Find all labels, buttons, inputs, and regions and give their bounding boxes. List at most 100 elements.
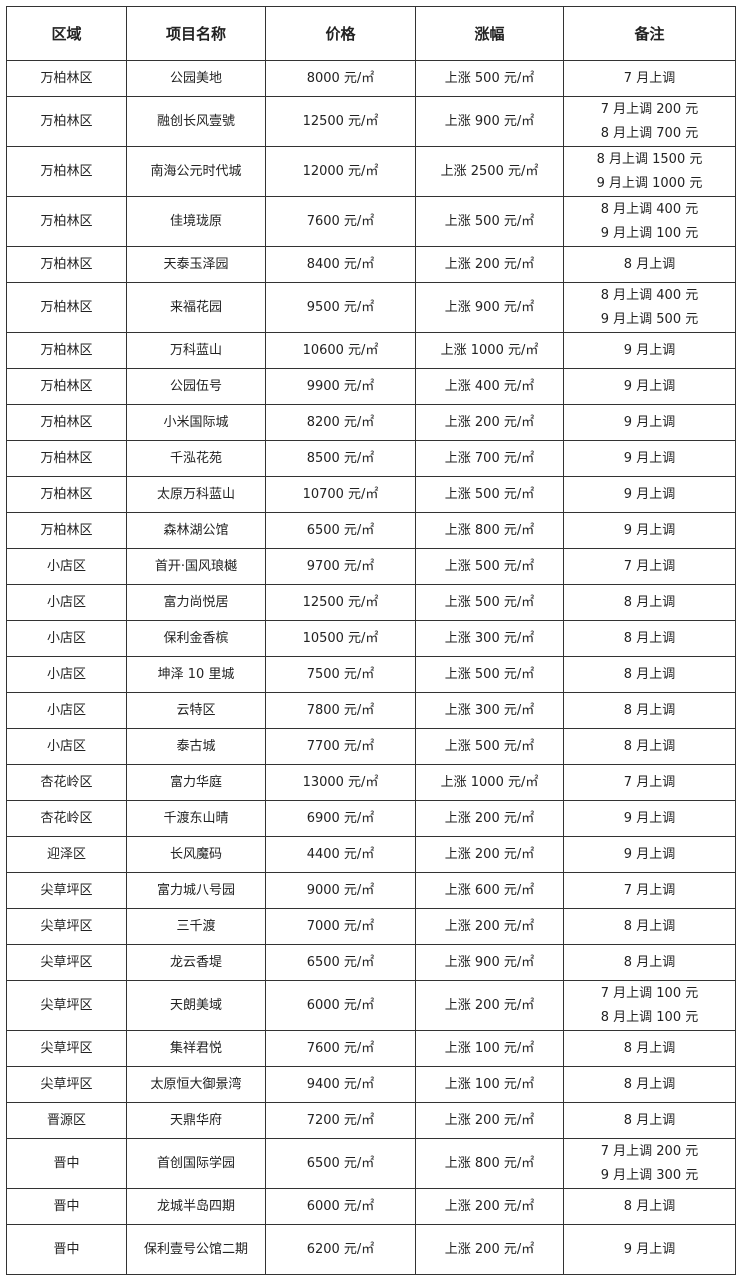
- cell-district: 杏花岭区: [6, 800, 127, 837]
- note-line: 7 月上调: [623, 774, 676, 790]
- cell-increase: 上涨 200 元/㎡: [415, 1188, 564, 1225]
- cell-price: 8200 元/㎡: [265, 404, 416, 441]
- cell-price: 6000 元/㎡: [265, 1188, 416, 1225]
- cell-project: 天朗美域: [126, 980, 266, 1031]
- table-row: 小店区 坤泽 10 里城 7500 元/㎡ 上涨 500 元/㎡ 8 月上调: [6, 656, 736, 693]
- cell-project: 小米国际城: [126, 404, 266, 441]
- table-row: 晋中 龙城半岛四期 6000 元/㎡ 上涨 200 元/㎡ 8 月上调: [6, 1188, 736, 1225]
- cell-district: 万柏林区: [6, 196, 127, 247]
- note-line: 8 月上调: [623, 954, 676, 970]
- cell-increase: 上涨 200 元/㎡: [415, 1102, 564, 1139]
- cell-increase: 上涨 500 元/㎡: [415, 656, 564, 693]
- cell-increase: 上涨 500 元/㎡: [415, 476, 564, 513]
- cell-notes: 9 月上调: [563, 836, 736, 873]
- cell-increase: 上涨 200 元/㎡: [415, 980, 564, 1031]
- table-row: 小店区 泰古城 7700 元/㎡ 上涨 500 元/㎡ 8 月上调: [6, 728, 736, 765]
- table-row: 尖草坪区 三千渡 7000 元/㎡ 上涨 200 元/㎡ 8 月上调: [6, 908, 736, 945]
- table-row: 杏花岭区 千渡东山晴 6900 元/㎡ 上涨 200 元/㎡ 9 月上调: [6, 800, 736, 837]
- cell-price: 10600 元/㎡: [265, 332, 416, 369]
- cell-project: 富力华庭: [126, 764, 266, 801]
- header-price: 价格: [265, 6, 416, 61]
- note-line: 9 月上调 300 元: [600, 1167, 699, 1183]
- cell-district: 万柏林区: [6, 440, 127, 477]
- cell-notes: 8 月上调: [563, 1066, 736, 1103]
- cell-price: 8500 元/㎡: [265, 440, 416, 477]
- cell-district: 尖草坪区: [6, 908, 127, 945]
- cell-notes: 8 月上调: [563, 692, 736, 729]
- note-line: 7 月上调: [623, 558, 676, 574]
- cell-price: 7700 元/㎡: [265, 728, 416, 765]
- cell-price: 9500 元/㎡: [265, 282, 416, 333]
- cell-price: 9400 元/㎡: [265, 1066, 416, 1103]
- table-row: 小店区 保利金香槟 10500 元/㎡ 上涨 300 元/㎡ 8 月上调: [6, 620, 736, 657]
- cell-project: 天鼎华府: [126, 1102, 266, 1139]
- note-line: 8 月上调: [623, 1198, 676, 1214]
- cell-notes: 7 月上调: [563, 764, 736, 801]
- note-line: 8 月上调: [623, 1040, 676, 1056]
- note-line: 9 月上调: [623, 342, 676, 358]
- note-line: 9 月上调: [623, 450, 676, 466]
- table-row: 小店区 云特区 7800 元/㎡ 上涨 300 元/㎡ 8 月上调: [6, 692, 736, 729]
- cell-notes: 9 月上调: [563, 800, 736, 837]
- table-row: 万柏林区 千泓花苑 8500 元/㎡ 上涨 700 元/㎡ 9 月上调: [6, 440, 736, 477]
- note-line: 8 月上调: [623, 702, 676, 718]
- note-line: 9 月上调: [623, 486, 676, 502]
- cell-district: 小店区: [6, 692, 127, 729]
- cell-price: 13000 元/㎡: [265, 764, 416, 801]
- note-line: 8 月上调: [623, 1112, 676, 1128]
- cell-price: 9000 元/㎡: [265, 872, 416, 909]
- cell-district: 万柏林区: [6, 60, 127, 97]
- cell-increase: 上涨 200 元/㎡: [415, 800, 564, 837]
- cell-price: 8400 元/㎡: [265, 246, 416, 283]
- cell-project: 首开·国风琅樾: [126, 548, 266, 585]
- cell-project: 来福花园: [126, 282, 266, 333]
- cell-notes: 7 月上调 100 元 8 月上调 100 元: [563, 980, 736, 1031]
- cell-increase: 上涨 1000 元/㎡: [415, 332, 564, 369]
- cell-project: 天泰玉泽园: [126, 246, 266, 283]
- table-row: 晋中 首创国际学园 6500 元/㎡ 上涨 800 元/㎡ 7 月上调 200 元 9 月…: [6, 1138, 736, 1189]
- cell-price: 8000 元/㎡: [265, 60, 416, 97]
- cell-notes: 7 月上调: [563, 872, 736, 909]
- note-line: 8 月上调: [623, 594, 676, 610]
- cell-project: 融创长风壹號: [126, 96, 266, 147]
- cell-district: 小店区: [6, 548, 127, 585]
- cell-increase: 上涨 600 元/㎡: [415, 872, 564, 909]
- cell-project: 太原恒大御景湾: [126, 1066, 266, 1103]
- cell-district: 杏花岭区: [6, 764, 127, 801]
- cell-increase: 上涨 900 元/㎡: [415, 96, 564, 147]
- cell-increase: 上涨 100 元/㎡: [415, 1066, 564, 1103]
- table-row: 尖草坪区 龙云香堤 6500 元/㎡ 上涨 900 元/㎡ 8 月上调: [6, 944, 736, 981]
- cell-increase: 上涨 800 元/㎡: [415, 1138, 564, 1189]
- cell-increase: 上涨 200 元/㎡: [415, 908, 564, 945]
- note-line: 8 月上调 700 元: [600, 125, 699, 141]
- table-row: 万柏林区 太原万科蓝山 10700 元/㎡ 上涨 500 元/㎡ 9 月上调: [6, 476, 736, 513]
- cell-notes: 9 月上调: [563, 404, 736, 441]
- cell-district: 尖草坪区: [6, 1066, 127, 1103]
- cell-project: 森林湖公馆: [126, 512, 266, 549]
- cell-district: 尖草坪区: [6, 944, 127, 981]
- cell-district: 万柏林区: [6, 332, 127, 369]
- cell-notes: 7 月上调 200 元 9 月上调 300 元: [563, 1138, 736, 1189]
- cell-project: 集祥君悦: [126, 1030, 266, 1067]
- cell-project: 保利金香槟: [126, 620, 266, 657]
- cell-increase: 上涨 200 元/㎡: [415, 404, 564, 441]
- note-line: 9 月上调 500 元: [600, 311, 699, 327]
- cell-price: 6200 元/㎡: [265, 1224, 416, 1275]
- cell-increase: 上涨 500 元/㎡: [415, 584, 564, 621]
- table-row: 万柏林区 佳境珑原 7600 元/㎡ 上涨 500 元/㎡ 8 月上调 400 元 9 月…: [6, 196, 736, 247]
- cell-price: 4400 元/㎡: [265, 836, 416, 873]
- cell-project: 龙云香堤: [126, 944, 266, 981]
- cell-district: 万柏林区: [6, 282, 127, 333]
- cell-notes: 8 月上调: [563, 246, 736, 283]
- cell-project: 坤泽 10 里城: [126, 656, 266, 693]
- note-line: 7 月上调 200 元: [600, 1143, 699, 1159]
- table-row: 尖草坪区 集祥君悦 7600 元/㎡ 上涨 100 元/㎡ 8 月上调: [6, 1030, 736, 1067]
- cell-notes: 9 月上调: [563, 1224, 736, 1275]
- cell-project: 公园伍号: [126, 368, 266, 405]
- note-line: 8 月上调: [623, 666, 676, 682]
- cell-increase: 上涨 700 元/㎡: [415, 440, 564, 477]
- note-line: 9 月上调 1000 元: [596, 175, 703, 191]
- table-row: 尖草坪区 富力城八号园 9000 元/㎡ 上涨 600 元/㎡ 7 月上调: [6, 872, 736, 909]
- table-row: 万柏林区 融创长风壹號 12500 元/㎡ 上涨 900 元/㎡ 7 月上调 200 元…: [6, 96, 736, 147]
- cell-notes: 8 月上调: [563, 1030, 736, 1067]
